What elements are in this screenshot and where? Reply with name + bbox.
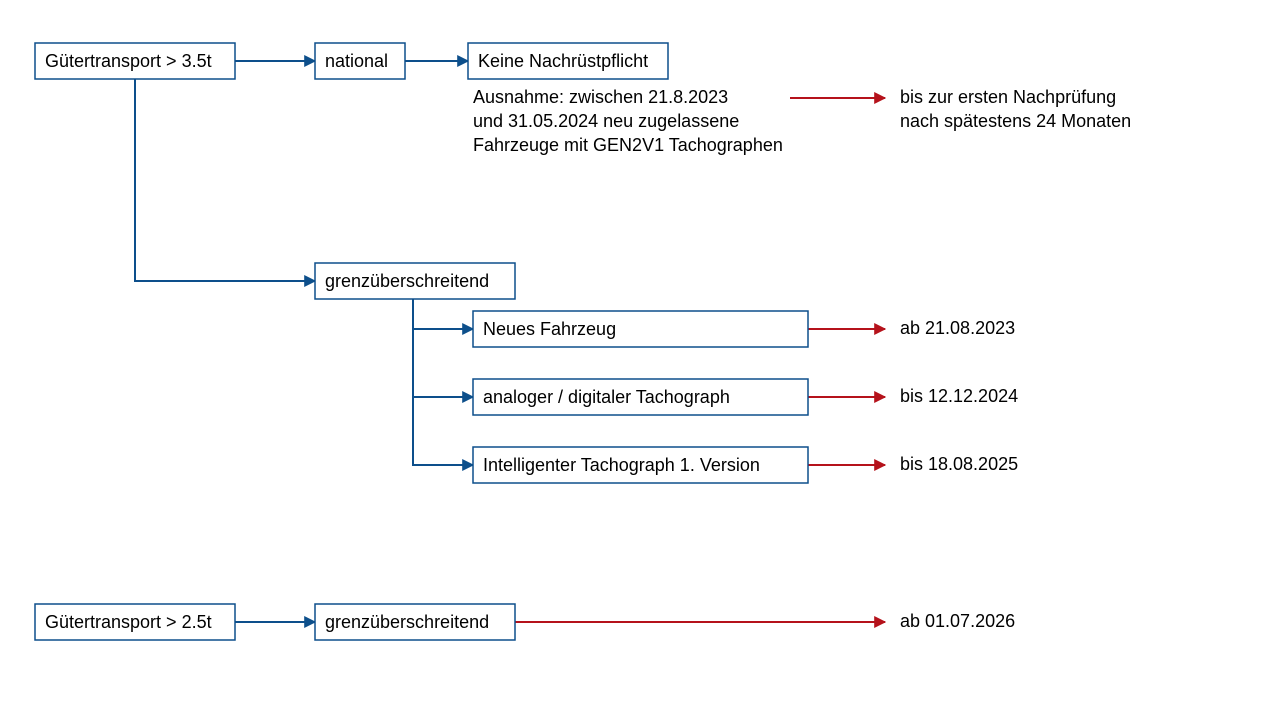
node-label-root25: Gütertransport > 2.5t [45, 612, 212, 632]
node-label-grenz2: grenzüberschreitend [325, 612, 489, 632]
edge [413, 299, 473, 465]
text-aus3: Fahrzeuge mit GEN2V1 Tachographen [473, 135, 783, 155]
node-grenz1: grenzüberschreitend [315, 263, 515, 299]
text-aus2: und 31.05.2024 neu zugelassene [473, 111, 739, 131]
node-ana: analoger / digitaler Tachograph [473, 379, 808, 415]
node-neu: Neues Fahrzeug [473, 311, 808, 347]
node-root25: Gütertransport > 2.5t [35, 604, 235, 640]
node-root35: Gütertransport > 3.5t [35, 43, 235, 79]
node-label-intel: Intelligenter Tachograph 1. Version [483, 455, 760, 475]
text-g2_r: ab 01.07.2026 [900, 611, 1015, 631]
text-aus_r2: nach spätestens 24 Monaten [900, 111, 1131, 131]
node-intel: Intelligenter Tachograph 1. Version [473, 447, 808, 483]
node-grenz2: grenzüberschreitend [315, 604, 515, 640]
edge [413, 299, 473, 329]
node-label-root35: Gütertransport > 3.5t [45, 51, 212, 71]
node-label-keine: Keine Nachrüstpflicht [478, 51, 648, 71]
node-nat: national [315, 43, 405, 79]
node-label-grenz1: grenzüberschreitend [325, 271, 489, 291]
text-intel_r: bis 18.08.2025 [900, 454, 1018, 474]
text-ana_r: bis 12.12.2024 [900, 386, 1018, 406]
edge [413, 299, 473, 397]
node-label-nat: national [325, 51, 388, 71]
text-neu_r: ab 21.08.2023 [900, 318, 1015, 338]
node-keine: Keine Nachrüstpflicht [468, 43, 668, 79]
text-aus_r1: bis zur ersten Nachprüfung [900, 87, 1116, 107]
edge [135, 79, 315, 281]
text-aus1: Ausnahme: zwischen 21.8.2023 [473, 87, 728, 107]
node-label-neu: Neues Fahrzeug [483, 319, 616, 339]
flowchart-canvas: Gütertransport > 3.5t national Keine Nachr… [0, 0, 1280, 720]
node-label-ana: analoger / digitaler Tachograph [483, 387, 730, 407]
